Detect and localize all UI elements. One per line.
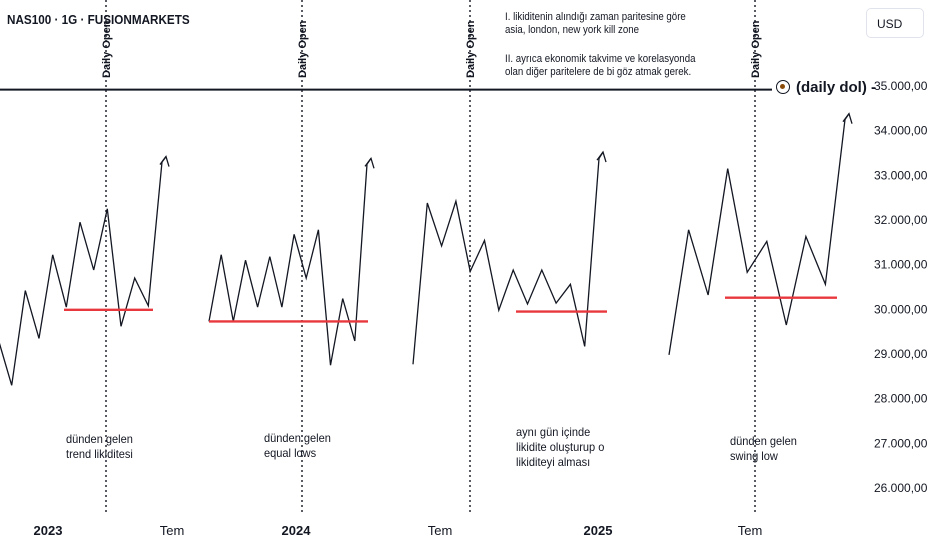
note-line: olan diğer paritelere de bi göz atmak ge… <box>505 66 692 78</box>
target-icon <box>776 80 790 94</box>
y-tick-label: 35.000,00 <box>874 79 928 93</box>
note-line: I. likiditenin alındığı zaman paritesine… <box>505 11 686 23</box>
caption-line: aynı gün içinde <box>516 425 591 439</box>
price-arrow-head <box>842 112 853 124</box>
daily-open-label: Daily Open <box>465 20 477 78</box>
y-tick-label: 29.000,00 <box>874 347 928 361</box>
caption-line: swing low <box>730 449 778 463</box>
y-tick-label: 28.000,00 <box>874 392 928 406</box>
currency-button[interactable]: USD <box>866 8 924 38</box>
price-path <box>412 158 600 365</box>
caption-line: trend likiditesi <box>66 447 133 461</box>
note-line: II. ayrıca ekonomik takvime ve korelasyo… <box>505 53 696 65</box>
note-line: asia, london, new york kill zone <box>505 24 639 36</box>
y-tick-label: 27.000,00 <box>874 436 928 450</box>
caption-line: equal lows <box>264 446 317 460</box>
x-tick-label: Tem <box>428 523 453 538</box>
y-tick-label: 32.000,00 <box>874 213 928 227</box>
y-tick-label: 33.000,00 <box>874 168 928 182</box>
caption-line: dünden gelen <box>730 434 797 448</box>
price-arrow-head <box>159 155 170 167</box>
daily-open-label: Daily Open <box>101 20 113 78</box>
caption-line: likiditeyi alması <box>516 455 591 469</box>
price-path <box>208 164 368 366</box>
price-path <box>668 119 846 356</box>
daily-dol-label[interactable]: (daily dol) - <box>776 79 876 96</box>
y-tick-label: 31.000,00 <box>874 258 928 272</box>
caption-line: dünden gelen <box>66 432 133 446</box>
daily-dol-text: (daily dol) - <box>796 79 876 96</box>
x-tick-label: 2023 <box>34 523 63 538</box>
caption-same-day-liquidity: aynı gün içinde likidite oluşturup o lik… <box>516 425 604 470</box>
symbol-header: NAS100 · 1G · FUSIONMARKETS <box>7 12 190 27</box>
y-tick-label: 26.000,00 <box>874 481 928 495</box>
caption-swing-low: dünden gelen swing low <box>730 434 797 464</box>
price-arrow-head <box>364 156 375 169</box>
caption-line: likidite oluşturup o <box>516 440 605 454</box>
daily-open-label: Daily Open <box>297 20 309 78</box>
strategy-note: I. likiditenin alındığı zaman paritesine… <box>505 11 695 79</box>
x-tick-label: Tem <box>160 523 185 538</box>
price-path <box>0 161 163 386</box>
y-tick-label: 30.000,00 <box>874 302 928 316</box>
x-tick-label: Tem <box>738 523 763 538</box>
daily-open-label: Daily Open <box>750 20 762 78</box>
x-tick-label: 2025 <box>584 523 613 538</box>
x-tick-label: 2024 <box>282 523 312 538</box>
price-arrow-head <box>596 150 607 163</box>
caption-line: dünden gelen <box>264 431 331 445</box>
y-tick-label: 34.000,00 <box>874 124 928 138</box>
caption-trend-liquidity: dünden gelen trend likiditesi <box>66 432 133 462</box>
caption-equal-lows: dünden gelen equal lows <box>264 431 331 461</box>
